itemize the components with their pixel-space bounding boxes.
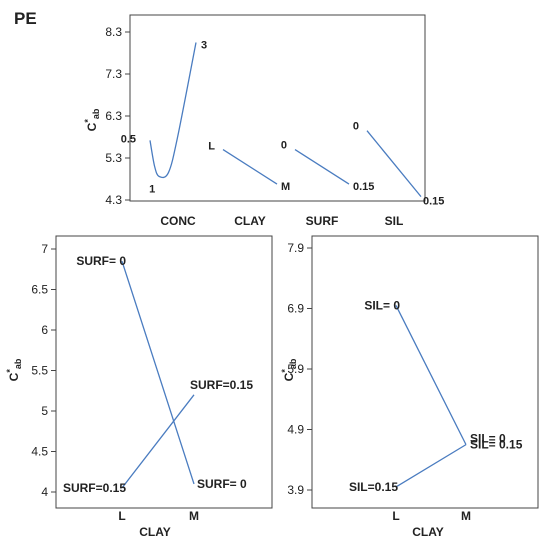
clay-surf-x-title: CLAY <box>139 525 171 539</box>
main-effects-y-axis: 4.3 5.3 6.3 7.3 8.3 <box>105 25 130 207</box>
main-effects-categories: CONC CLAY SURF SIL <box>160 214 403 228</box>
y-tick-label: 6 <box>41 323 48 337</box>
y-tick-label: 3.9 <box>287 483 304 497</box>
x-tick-label-m: M <box>461 509 471 523</box>
main-effects-panel: 4.3 5.3 6.3 7.3 8.3 C*ab 0.5 1 3 L M 0 0.15 0 0.15 C… <box>83 14 445 228</box>
y-tick-label: 4.5 <box>31 445 48 459</box>
interaction-line <box>121 394 195 489</box>
y-tick-label: 5.9 <box>287 362 304 376</box>
category-label-sil: SIL <box>385 214 404 228</box>
line-start-label: SIL= 0 <box>364 298 400 312</box>
line-start-label: SIL=0.15 <box>349 480 398 494</box>
interaction-line <box>395 444 467 488</box>
category-label-conc: CONC <box>160 214 196 228</box>
point-label: 0.5 <box>121 133 136 145</box>
clay-surf-y-axis: 4 4.5 5 5.5 6 6.5 7 <box>31 242 56 499</box>
series-line-conc <box>149 42 197 179</box>
y-tick-label: 7.3 <box>105 67 122 81</box>
point-label: 0 <box>353 121 359 133</box>
series-line-surf <box>294 149 350 185</box>
y-tick-label: 5.3 <box>105 151 122 165</box>
y-tick-label: 6.3 <box>105 109 122 123</box>
clay-surf-frame <box>55 235 273 509</box>
clay-surf-series: SURF= 0 SURF= 0 SURF=0.15 SURF=0.15 <box>63 254 253 495</box>
point-label: M <box>281 181 290 193</box>
y-tick-label: 5.5 <box>31 364 48 378</box>
main-effects-series: 0.5 1 3 L M 0 0.15 0 0.15 <box>121 40 445 208</box>
x-tick-label-m: M <box>189 509 199 523</box>
y-tick-label: 4 <box>41 485 48 499</box>
point-label: 0.15 <box>353 181 374 193</box>
category-label-clay: CLAY <box>234 214 266 228</box>
main-effects-y-title: C*ab <box>83 108 101 131</box>
x-tick-label-l: L <box>392 509 399 523</box>
clay-sil-y-axis: 3.9 4.9 5.9 6.9 7.9 <box>287 241 312 497</box>
clay-sil-series: SIL= 0 SIL= 0 SIL=0.15 SIL= 0.15 <box>349 298 523 494</box>
y-tick-label: 4.9 <box>287 423 304 437</box>
y-tick-label: 8.3 <box>105 25 122 39</box>
clay-sil-frame <box>311 235 539 509</box>
line-start-label: SURF=0.15 <box>63 481 126 495</box>
point-label: 3 <box>201 40 207 52</box>
clay-surf-panel: 4 4.5 5 5.5 6 6.5 7 C*ab SURF= 0 SURF= 0 SURF=0.… <box>5 235 273 539</box>
category-label-surf: SURF <box>306 214 339 228</box>
line-end-label: SIL= 0.15 <box>470 438 523 452</box>
series-line-clay <box>222 149 278 185</box>
y-tick-label: 7.9 <box>287 241 304 255</box>
point-label: 1 <box>149 183 155 195</box>
clay-surf-y-title: C*ab <box>5 358 23 381</box>
line-end-label: SIL= 0 <box>470 432 506 446</box>
line-start-label: SURF= 0 <box>76 254 126 268</box>
clay-sil-x-title: CLAY <box>412 525 444 539</box>
line-end-label: SURF=0.15 <box>190 378 253 392</box>
figure-label: PE <box>14 9 37 28</box>
interaction-line <box>121 260 195 485</box>
point-label: 0.15 <box>423 196 444 208</box>
main-effects-frame <box>129 14 426 202</box>
clay-sil-y-title: C*ab <box>280 358 298 381</box>
x-tick-label-l: L <box>118 509 125 523</box>
y-tick-label: 6.5 <box>31 283 48 297</box>
line-end-label: SURF= 0 <box>197 477 247 491</box>
y-tick-label: 4.3 <box>105 193 122 207</box>
series-line-sil <box>366 130 422 198</box>
y-tick-label: 7 <box>41 242 48 256</box>
point-label: L <box>208 141 215 153</box>
clay-sil-panel: 3.9 4.9 5.9 6.9 7.9 C*ab SIL= 0 SIL= 0 SIL=0.1… <box>280 235 539 539</box>
y-tick-label: 5 <box>41 404 48 418</box>
interaction-line <box>395 305 467 445</box>
y-tick-label: 6.9 <box>287 302 304 316</box>
point-label: 0 <box>281 140 287 152</box>
